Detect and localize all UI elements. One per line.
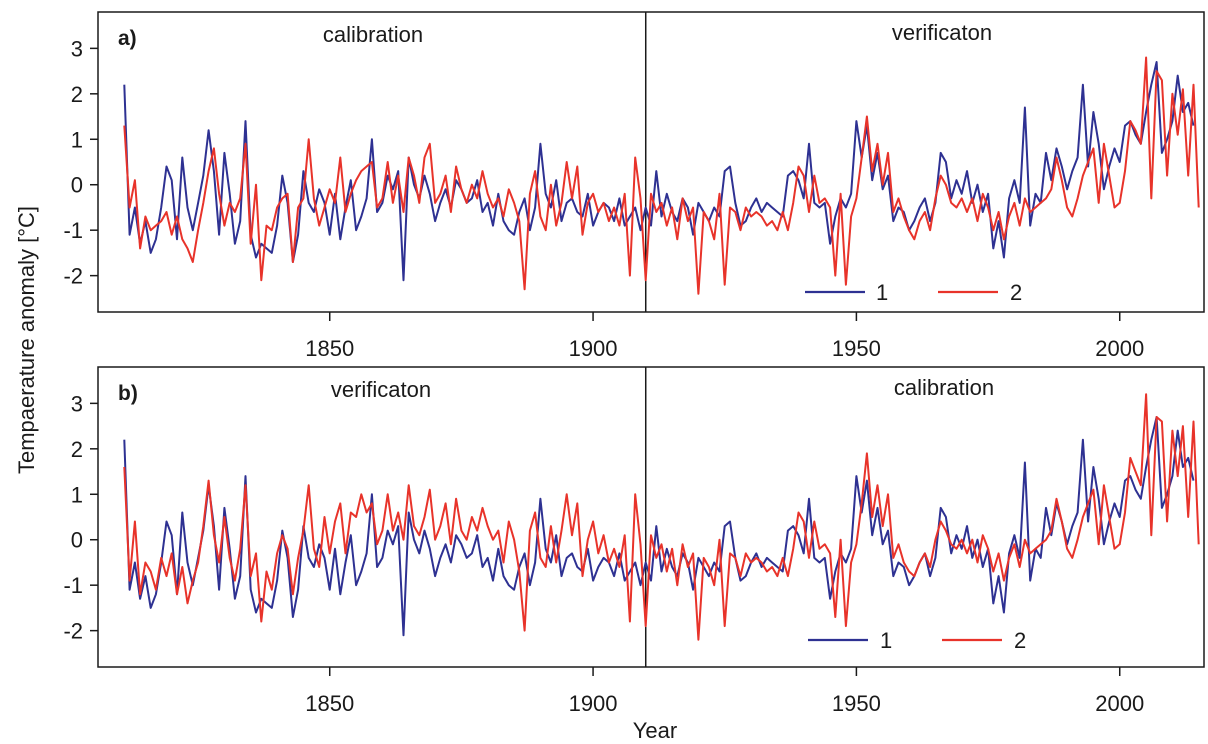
panel-b-label: b)	[118, 382, 138, 405]
panel-a-period-right: verificaton	[892, 20, 992, 45]
panel-a-legend-label-1: 1	[876, 280, 888, 305]
panel-a-xtick-label-3: 2000	[1095, 336, 1144, 361]
panel-b-legend-label-1: 1	[880, 628, 892, 653]
panel-a-ytick-label-5: 3	[71, 36, 83, 61]
panel-a-legend: 1 2	[805, 280, 1022, 305]
panel-b-xtick-label-3: 2000	[1095, 691, 1144, 716]
panel-b-ytick-label-5: 3	[71, 391, 83, 416]
panel-b-period-left: verificaton	[331, 377, 431, 402]
panel-b-ticks: -2 -1 0 1 2 3 1850 1900 1950 2000	[63, 391, 1144, 716]
panel-a-series-1-line	[123, 61, 1195, 282]
panel-b-ytick-label-2: 0	[71, 528, 83, 553]
panel-b-series	[123, 393, 1200, 641]
panel-a-label: a)	[118, 27, 137, 50]
panel-a-ytick-label-0: -2	[63, 264, 83, 289]
panel-b-frame	[97, 366, 1205, 668]
panel-a-xtick-label-2: 1950	[832, 336, 881, 361]
panel-b-ytick-label-3: 1	[71, 482, 83, 507]
panel-b-ytick-label-0: -2	[63, 619, 83, 644]
panel-b-period-right: calibration	[894, 375, 994, 400]
panel-a-period-left: calibration	[323, 22, 423, 47]
panel-a-ticks: -2 -1 0 1 2 3 1850 1900 1950 2000	[63, 36, 1144, 361]
x-axis-title: Year	[633, 718, 677, 743]
panel-a-ytick-label-4: 2	[71, 82, 83, 107]
panel-a-ytick-label-1: -1	[63, 218, 83, 243]
panel-a-ytick-label-3: 1	[71, 127, 83, 152]
panel-a-frame	[97, 11, 1205, 313]
panel-b-xtick-label-2: 1950	[832, 691, 881, 716]
panel-a-xtick-label-1: 1900	[569, 336, 618, 361]
panel-a-legend-label-2: 2	[1010, 280, 1022, 305]
panel-a-ytick-label-2: 0	[71, 173, 83, 198]
panel-b-ytick-label-1: -1	[63, 573, 83, 598]
panel-b-legend: 1 2	[808, 628, 1026, 653]
panel-a-series-2-line	[123, 56, 1200, 295]
panel-b-series-2-line	[123, 393, 1200, 641]
panel-b-xtick-label-1: 1900	[569, 691, 618, 716]
panel-a-series	[123, 56, 1200, 295]
panel-b-legend-label-2: 2	[1014, 628, 1026, 653]
panel-b-xtick-label-0: 1850	[305, 691, 354, 716]
panel-b-ytick-label-4: 2	[71, 437, 83, 462]
y-axis-title: Tempaerature anomaly [°C]	[14, 206, 39, 474]
panel-a-xtick-label-0: 1850	[305, 336, 354, 361]
panel-b-series-1-line	[123, 416, 1195, 637]
